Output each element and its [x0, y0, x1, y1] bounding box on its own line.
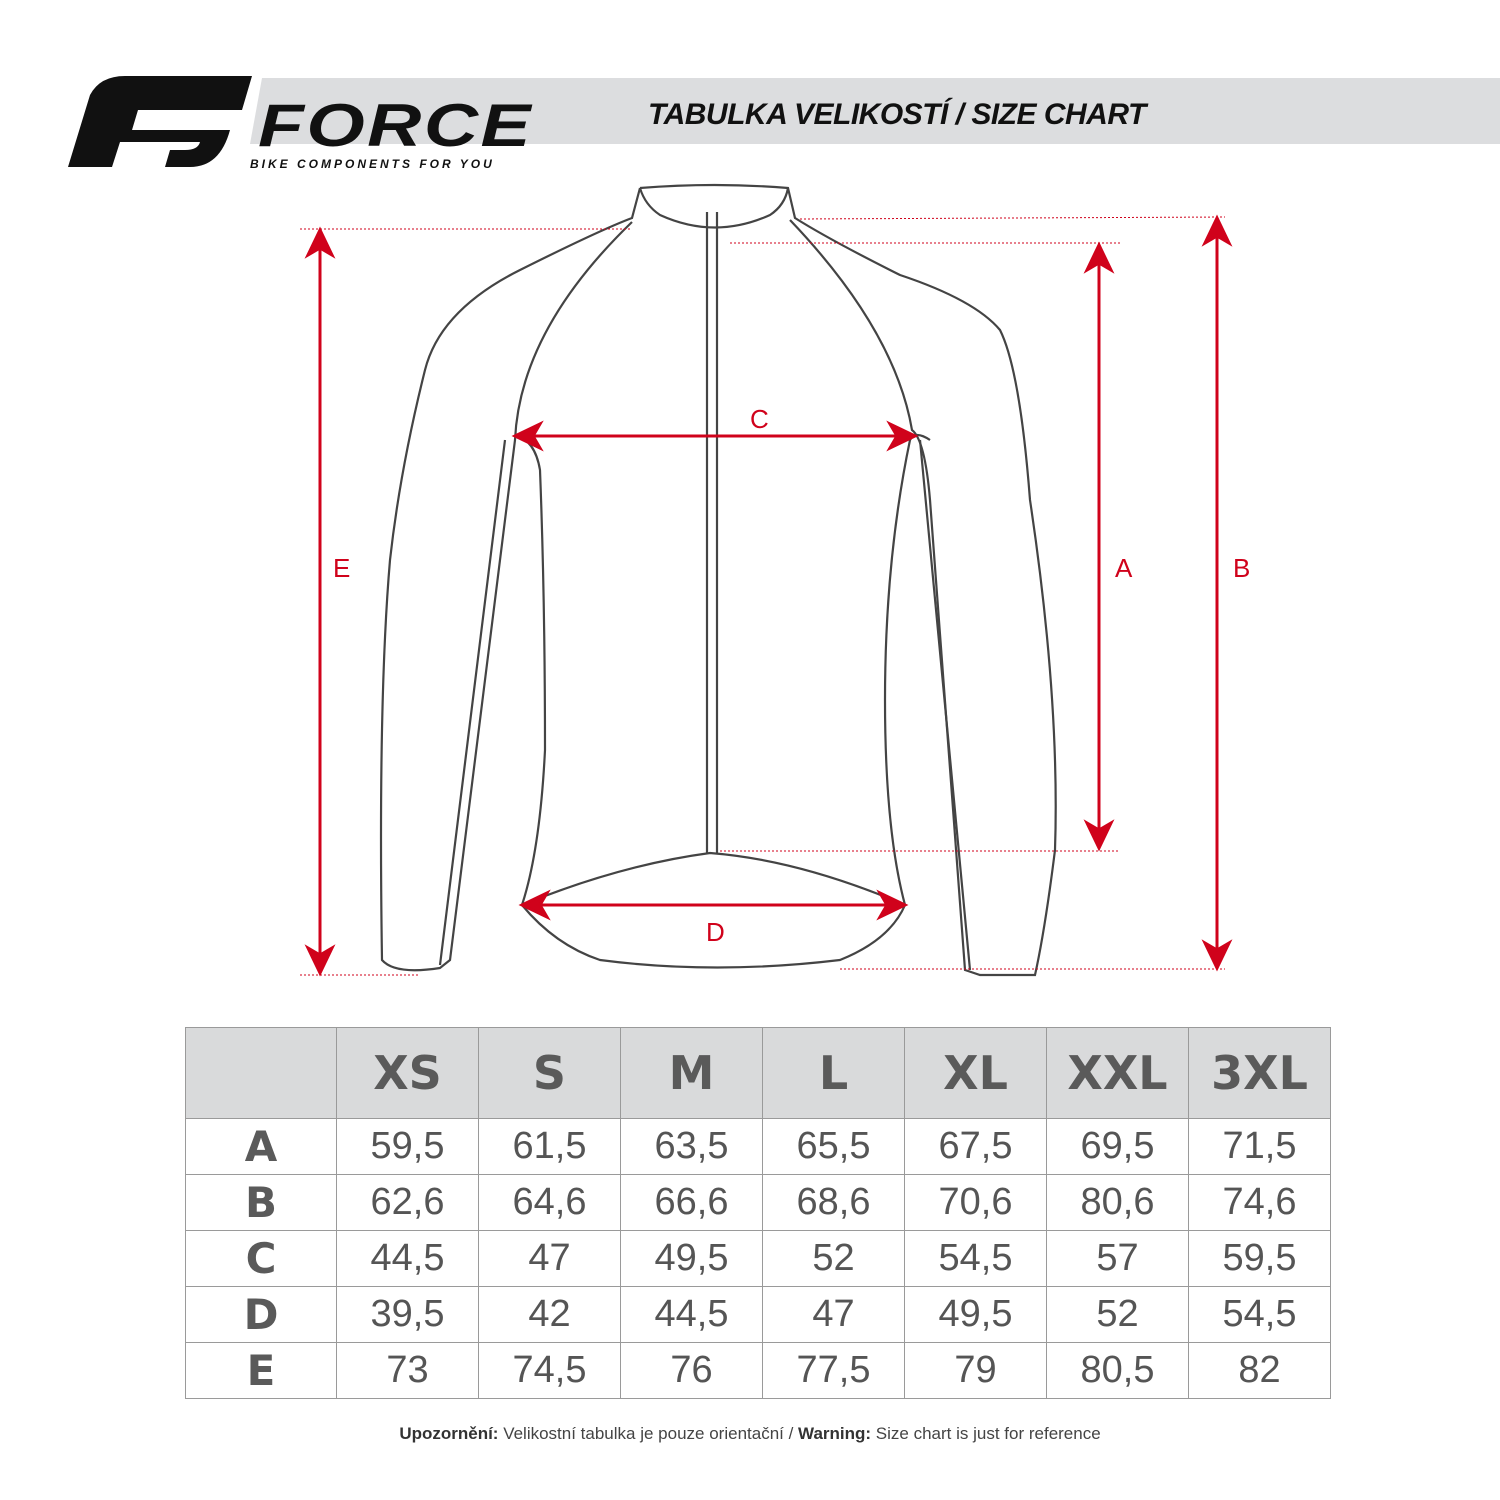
value-cell: 79 [904, 1342, 1047, 1399]
size-header: XL [904, 1027, 1047, 1119]
measure-e-arrow [304, 226, 336, 977]
label-d: D [706, 917, 725, 947]
label-b: B [1233, 553, 1251, 583]
value-cell: 71,5 [1188, 1118, 1331, 1175]
row-label: C [185, 1230, 337, 1287]
value-cell: 52 [762, 1230, 905, 1287]
value-cell: 59,5 [1188, 1230, 1331, 1287]
value-cell: 47 [478, 1230, 621, 1287]
disclaimer: Upozornění: Velikostní tabulka je pouze … [0, 1424, 1500, 1444]
value-cell: 76 [620, 1342, 763, 1399]
note-cz-text: Velikostní tabulka je pouze orientační / [498, 1424, 799, 1443]
value-cell: 57 [1046, 1230, 1189, 1287]
size-header: L [762, 1027, 905, 1119]
measure-c-arrow [511, 420, 919, 452]
value-cell: 74,6 [1188, 1174, 1331, 1231]
table-row: E 73 74,5 76 77,5 79 80,5 82 [185, 1342, 1331, 1399]
value-cell: 52 [1046, 1286, 1189, 1343]
value-cell: 61,5 [478, 1118, 621, 1175]
measure-b-arrow [1201, 214, 1233, 972]
value-cell: 80,5 [1046, 1342, 1189, 1399]
size-header: 3XL [1188, 1027, 1331, 1119]
table-row: B 62,6 64,6 66,6 68,6 70,6 80,6 74,6 [185, 1174, 1331, 1231]
value-cell: 64,6 [478, 1174, 621, 1231]
value-cell: 59,5 [336, 1118, 479, 1175]
measure-a-arrow [1083, 241, 1115, 852]
value-cell: 69,5 [1046, 1118, 1189, 1175]
value-cell: 44,5 [620, 1286, 763, 1343]
row-label: D [185, 1286, 337, 1343]
guide-lines [300, 216, 1226, 976]
value-cell: 44,5 [336, 1230, 479, 1287]
value-cell: 65,5 [762, 1118, 905, 1175]
jacket-outline [379, 183, 1057, 977]
value-cell: 74,5 [478, 1342, 621, 1399]
label-a: A [1115, 553, 1133, 583]
size-header: S [478, 1027, 621, 1119]
note-en-label: Warning: [798, 1424, 872, 1443]
label-e: E [333, 553, 351, 583]
note-en-text: Size chart is just for reference [871, 1424, 1101, 1443]
table-row: C 44,5 47 49,5 52 54,5 57 59,5 [185, 1230, 1331, 1287]
value-cell: 63,5 [620, 1118, 763, 1175]
size-header: M [620, 1027, 763, 1119]
note-cz-label: Upozornění: [399, 1424, 499, 1443]
value-cell: 62,6 [336, 1174, 479, 1231]
value-cell: 73 [336, 1342, 479, 1399]
value-cell: 67,5 [904, 1118, 1047, 1175]
corner-cell [185, 1027, 337, 1119]
page-title: TABULKA VELIKOSTÍ / SIZE CHART [648, 98, 1146, 131]
value-cell: 49,5 [620, 1230, 763, 1287]
table-row: A 59,5 61,5 63,5 65,5 67,5 69,5 71,5 [185, 1118, 1331, 1175]
value-cell: 70,6 [904, 1174, 1047, 1231]
value-cell: 77,5 [762, 1342, 905, 1399]
value-cell: 80,6 [1046, 1174, 1189, 1231]
value-cell: 54,5 [1188, 1286, 1331, 1343]
row-label: A [185, 1118, 337, 1175]
size-table: XS S M L XL XXL 3XL A 59,5 61,5 63,5 65,5 67,… [185, 1027, 1331, 1399]
value-cell: 47 [762, 1286, 905, 1343]
jacket-diagram [300, 183, 1233, 977]
value-cell: 39,5 [336, 1286, 479, 1343]
logo-wordmark: FORCE [258, 92, 533, 159]
table-row: D 39,5 42 44,5 47 49,5 52 54,5 [185, 1286, 1331, 1343]
value-cell: 54,5 [904, 1230, 1047, 1287]
row-label: E [185, 1342, 337, 1399]
value-cell: 68,6 [762, 1174, 905, 1231]
value-cell: 49,5 [904, 1286, 1047, 1343]
force-logo-icon [68, 76, 252, 167]
title-banner [250, 78, 1500, 144]
value-cell: 66,6 [620, 1174, 763, 1231]
value-cell: 42 [478, 1286, 621, 1343]
row-label: B [185, 1174, 337, 1231]
label-c: C [750, 404, 769, 434]
size-header: XS [336, 1027, 479, 1119]
size-header: XXL [1046, 1027, 1189, 1119]
measure-d-arrow [518, 889, 909, 921]
value-cell: 82 [1188, 1342, 1331, 1399]
logo-tagline: BIKE COMPONENTS FOR YOU [250, 157, 495, 171]
size-header-row: XS S M L XL XXL 3XL [185, 1027, 1331, 1119]
